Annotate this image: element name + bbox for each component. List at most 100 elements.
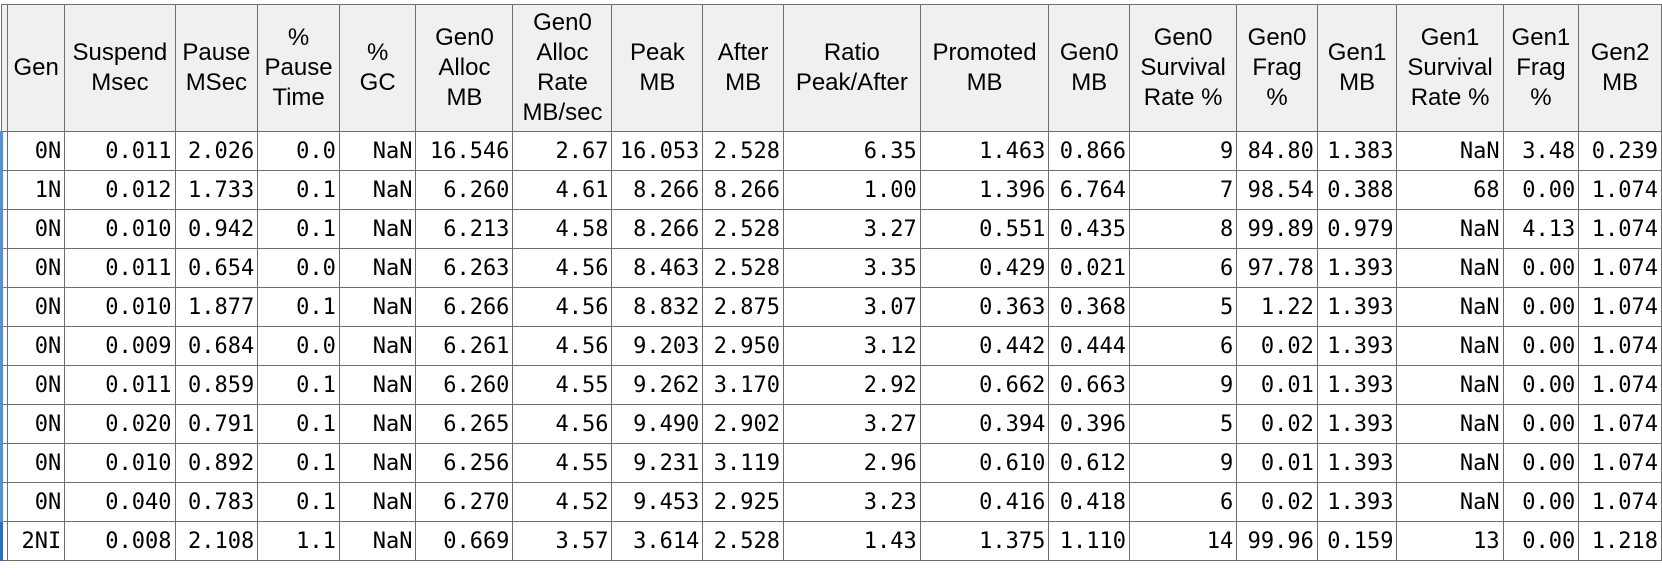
column-header-text: Frag [1252, 54, 1302, 81]
cell-gen0-mb: 0.612 [1048, 443, 1131, 483]
column-header-text: Gen0 [435, 24, 494, 51]
cell-ratio: 6.35 [782, 131, 921, 171]
column-header-after[interactable]: After MB [702, 4, 784, 132]
cell-promoted: 0.551 [919, 209, 1050, 249]
cell-gen0-rate: 4.61 [512, 170, 613, 210]
column-header-peak[interactable]: Peak MB [611, 4, 704, 132]
cell-after: 2.528 [702, 521, 784, 561]
cell-gen0-alloc: 0.669 [415, 521, 514, 561]
column-header-text: Rate [537, 69, 588, 96]
row-stub [0, 521, 9, 561]
column-header-gen0-surv[interactable]: Gen0 Survival Rate % [1129, 4, 1238, 132]
cell-peak: 3.614 [611, 521, 704, 561]
cell-gen2-mb: 1.218 [1578, 521, 1662, 561]
cell-peak: 9.490 [611, 404, 704, 444]
gc-events-table: Gen Suspend Msec Pause MSec% Pause Time% GC Gen0… [0, 4, 1662, 561]
cell-gen0-mb: 0.444 [1048, 326, 1131, 366]
column-header-pct-pause[interactable]: % Pause Time [257, 4, 340, 132]
cell-gen0-mb: 0.663 [1048, 365, 1131, 405]
cell-gen0-surv: 14 [1129, 521, 1238, 561]
column-header-text: Gen [13, 54, 59, 81]
column-header-text: Ratio [823, 39, 880, 66]
cell-gen0-rate: 2.67 [512, 131, 613, 171]
cell-pct-pause: 0.1 [257, 209, 340, 249]
cell-gen2-mb: 0.239 [1578, 131, 1662, 171]
cell-pause: 0.783 [174, 482, 259, 522]
cell-gen1-surv: NaN [1396, 365, 1504, 405]
cell-gen0-rate: 4.56 [512, 248, 613, 288]
column-header-text: Rate % [1410, 84, 1490, 111]
column-header-pause[interactable]: Pause MSec [174, 4, 259, 132]
cell-promoted: 1.463 [919, 131, 1050, 171]
column-header-promoted[interactable]: Promoted MB [919, 4, 1050, 132]
cell-ratio: 3.27 [782, 209, 921, 249]
table-row[interactable]: 0N 0.011 0.859 0.1 NaN 6.260 4.55 9.262 3.170 2.9… [0, 365, 1662, 405]
cell-gen0-alloc: 6.270 [415, 482, 514, 522]
cell-suspend: 0.010 [64, 443, 176, 483]
cell-gen2-mb: 1.074 [1578, 248, 1662, 288]
column-header-gen0-alloc[interactable]: Gen0 Alloc MB [415, 4, 514, 132]
column-header-gen[interactable]: Gen [7, 4, 66, 132]
cell-gen0-frag: 84.80 [1236, 131, 1318, 171]
cell-promoted: 1.396 [919, 170, 1050, 210]
column-header-gen0-frag[interactable]: Gen0 Frag% [1236, 4, 1318, 132]
table-row[interactable]: 2NI 0.008 2.108 1.1 NaN 0.669 3.57 3.614 2.528 1.… [0, 521, 1662, 561]
cell-pct-pause: 0.1 [257, 404, 340, 444]
table-row[interactable]: 0N 0.010 0.942 0.1 NaN 6.213 4.58 8.266 2.528 3.2… [0, 209, 1662, 249]
column-header-text: Gen1 [1327, 39, 1387, 66]
column-header-gen1-mb[interactable]: Gen1 MB [1316, 4, 1398, 132]
cell-after: 8.266 [702, 170, 784, 210]
column-header-text: Promoted [932, 39, 1037, 66]
cell-gen1-surv: NaN [1396, 404, 1504, 444]
cell-gen: 0N [7, 209, 66, 249]
table-row[interactable]: 0N 0.011 2.026 0.0 NaN 16.546 2.67 16.053 2.528 6… [0, 131, 1662, 171]
cell-gen0-mb: 0.418 [1048, 482, 1131, 522]
column-header-gen0-rate[interactable]: Gen0 Alloc Rate MB/sec [512, 4, 613, 132]
column-header-pct-gc[interactable]: % GC [338, 4, 417, 132]
table-row[interactable]: 0N 0.010 0.892 0.1 NaN 6.256 4.55 9.231 3.119 2.9… [0, 443, 1662, 483]
column-header-row: Gen Suspend Msec Pause MSec% Pause Time% GC Gen0… [0, 4, 1662, 132]
column-header-gen1-surv[interactable]: Gen1 Survival Rate % [1396, 4, 1504, 132]
cell-gen1-surv: NaN [1396, 443, 1504, 483]
cell-gen2-mb: 1.074 [1578, 287, 1662, 327]
column-header-text: % [1266, 84, 1288, 111]
table-row[interactable]: 1N 0.012 1.733 0.1 NaN 6.260 4.61 8.266 8.266 1.0… [0, 170, 1662, 210]
column-header-text: MB [1339, 69, 1376, 96]
table-row[interactable]: 0N 0.040 0.783 0.1 NaN 6.270 4.52 9.453 2.925 3.2… [0, 482, 1662, 522]
cell-promoted: 0.442 [919, 326, 1050, 366]
column-header-suspend[interactable]: Suspend Msec [64, 4, 176, 132]
cell-gen2-mb: 1.074 [1578, 404, 1662, 444]
table-row[interactable]: 0N 0.009 0.684 0.0 NaN 6.261 4.56 9.203 2.950 3.1… [0, 326, 1662, 366]
cell-ratio: 3.23 [782, 482, 921, 522]
cell-gen0-mb: 1.110 [1048, 521, 1131, 561]
cell-peak: 9.231 [611, 443, 704, 483]
cell-gen1-mb: 0.159 [1316, 521, 1398, 561]
cell-gen1-mb: 1.393 [1316, 482, 1398, 522]
cell-gen0-alloc: 6.260 [415, 170, 514, 210]
cell-gen: 0N [7, 365, 66, 405]
cell-gen0-alloc: 6.265 [415, 404, 514, 444]
table-row[interactable]: 0N 0.010 1.877 0.1 NaN 6.266 4.56 8.832 2.875 3.0… [0, 287, 1662, 327]
cell-gen1-surv: 13 [1396, 521, 1504, 561]
column-header-gen0-mb[interactable]: Gen0 MB [1048, 4, 1131, 132]
column-header-text: After [717, 39, 769, 66]
column-header-text: Gen0 [1247, 24, 1307, 51]
cell-pct-gc: NaN [338, 404, 417, 444]
cell-pct-gc: NaN [338, 521, 417, 561]
column-header-ratio[interactable]: Ratio Peak/After [782, 4, 921, 132]
table-row[interactable]: 0N 0.020 0.791 0.1 NaN 6.265 4.56 9.490 2.902 3.2… [0, 404, 1662, 444]
column-header-gen2-mb[interactable]: Gen2 MB [1578, 4, 1662, 132]
cell-pct-pause: 0.0 [257, 326, 340, 366]
cell-suspend: 0.011 [64, 131, 176, 171]
cell-gen1-frag: 0.00 [1502, 248, 1580, 288]
table-row[interactable]: 0N 0.011 0.654 0.0 NaN 6.263 4.56 8.463 2.528 3.3… [0, 248, 1662, 288]
cell-gen0-frag: 0.01 [1236, 443, 1318, 483]
column-header-text: Rate % [1143, 84, 1223, 111]
column-header-gen1-frag[interactable]: Gen1 Frag% [1502, 4, 1580, 132]
cell-pct-pause: 0.1 [257, 170, 340, 210]
cell-gen1-mb: 0.979 [1316, 209, 1398, 249]
cell-suspend: 0.011 [64, 365, 176, 405]
cell-gen0-surv: 7 [1129, 170, 1238, 210]
cell-gen0-mb: 0.396 [1048, 404, 1131, 444]
cell-gen0-alloc: 6.213 [415, 209, 514, 249]
